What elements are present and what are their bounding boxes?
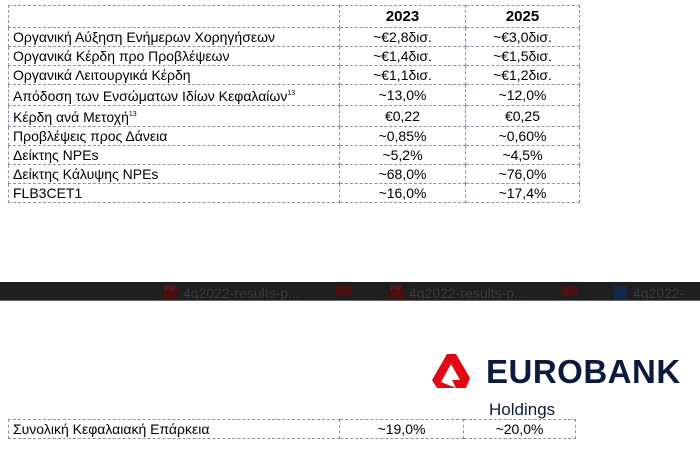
row-label-text: Απόδοση των Ενσώματων Ιδίων Κεφαλαίων (13, 88, 288, 104)
row-label: Οργανικά Λειτουργικά Κέρδη (8, 65, 340, 85)
row-label-text: Δείκτης NPEs (13, 147, 99, 163)
value-2023: ~5,2% (339, 145, 466, 165)
value-2023: ~€1,4δισ. (339, 46, 466, 66)
value-2023: ~13,0% (339, 84, 466, 106)
row-label: Δείκτης NPEs (8, 145, 340, 165)
row-label-text: Οργανικά Κέρδη προ Προβλέψεων (13, 48, 230, 64)
word-icon (614, 286, 627, 300)
value-2025: ~20,0% (463, 419, 576, 439)
taskbar-label: 4q2022-results-p... (409, 285, 526, 301)
value-2025: ~17,4% (465, 183, 580, 203)
value-2025: ~€1,5δισ. (465, 46, 580, 66)
row-label-text: Προβλέψεις προς Δάνεια (13, 128, 168, 144)
row-label: Συνολική Κεφαλαιακή Επάρκεια (8, 419, 340, 439)
footnote-ref: 13 (287, 90, 296, 97)
value-2025: ~€3,0δισ. (465, 27, 580, 47)
eurobank-logo-icon (432, 354, 470, 388)
pdf-icon: PDF (164, 286, 177, 300)
row-label: Οργανική Αύξηση Ενήμερων Χορηγήσεων (8, 27, 340, 47)
row-label: Απόδοση των Ενσώματων Ιδίων Κεφαλαίων13 (8, 84, 340, 106)
footnote-ref: 13 (128, 111, 137, 118)
table-row: Οργανικά Λειτουργικά Κέρδη ~€1,1δισ. ~€1… (8, 65, 580, 85)
capital-adequacy-table: Συνολική Κεφαλαιακή Επάρκεια ~19,0% ~20,… (8, 419, 576, 439)
value-2023: €0,22 (339, 105, 466, 127)
table-row: Δείκτης NPEs ~5,2% ~4,5% (8, 145, 580, 165)
brand-subtitle: Holdings (489, 400, 556, 419)
pdf-icon: PDF (390, 286, 403, 300)
header-2023: 2023 (339, 5, 466, 28)
row-label: Δείκτης Κάλυψης NPEs (8, 164, 340, 184)
value-2023: ~19,0% (339, 419, 464, 439)
table-row: Οργανική Αύξηση Ενήμερων Χορηγήσεων ~€2,… (8, 27, 580, 47)
table-row: FLB3CET1 ~16,0% ~17,4% (8, 183, 580, 203)
row-label: Κέρδη ανά Μετοχή13 (8, 105, 340, 127)
value-2025: €0,25 (465, 105, 580, 127)
table-row: Οργανικά Κέρδη προ Προβλέψεων ~€1,4δισ. … (8, 46, 580, 66)
value-2023: ~68,0% (339, 164, 466, 184)
table-row: Κέρδη ανά Μετοχή13 €0,22 €0,25 (8, 105, 580, 127)
row-label: Προβλέψεις προς Δάνεια (8, 126, 340, 146)
table-row: Απόδοση των Ενσώματων Ιδίων Κεφαλαίων13 … (8, 84, 580, 106)
taskbar-label: 4q2022-results-p... (183, 285, 300, 301)
pdf-icon (562, 286, 578, 296)
eurobank-logo: EUROBANK (432, 353, 681, 391)
table-row: Προβλέψεις προς Δάνεια ~0,85% ~0,60% (8, 126, 580, 146)
value-2025: ~4,5% (465, 145, 580, 165)
taskbar-label: 4q2022- (633, 285, 685, 301)
value-2025: ~0,60% (465, 126, 580, 146)
header-label (8, 5, 340, 28)
value-2025: ~12,0% (465, 84, 580, 106)
table-row: Δείκτης Κάλυψης NPEs ~68,0% ~76,0% (8, 164, 580, 184)
table-row: Συνολική Κεφαλαιακή Επάρκεια ~19,0% ~20,… (8, 419, 576, 439)
kpi-table: 2023 2025 Οργανική Αύξηση Ενήμερων Χορηγ… (8, 5, 580, 203)
taskbar-item[interactable]: PDF 4q2022-results-p... (164, 285, 300, 301)
value-2023: ~€1,1δισ. (339, 65, 466, 85)
table-header-row: 2023 2025 (8, 5, 580, 28)
brand-name: EUROBANK (486, 353, 681, 390)
value-2023: ~€2,8δισ. (339, 27, 466, 47)
row-label-text: Δείκτης Κάλυψης NPEs (13, 166, 159, 182)
taskbar-item[interactable]: PDF 4q2022-results-p... (390, 285, 526, 301)
row-label: Οργανικά Κέρδη προ Προβλέψεων (8, 46, 340, 66)
value-2025: ~76,0% (465, 164, 580, 184)
taskbar-item[interactable]: 4q2022- (614, 285, 685, 301)
row-label: FLB3CET1 (8, 183, 340, 203)
value-2023: ~0,85% (339, 126, 466, 146)
pdf-icon (336, 286, 352, 296)
value-2023: ~16,0% (339, 183, 466, 203)
header-2025: 2025 (465, 5, 580, 28)
row-label-text: Οργανικά Λειτουργικά Κέρδη (13, 67, 191, 83)
row-label-text: Οργανική Αύξηση Ενήμερων Χορηγήσεων (13, 29, 276, 45)
row-label-text: FLB3CET1 (13, 185, 83, 201)
taskbar: PDF 4q2022-results-p... PDF 4q2022-results… (0, 282, 700, 301)
row-label-text: Κέρδη ανά Μετοχή (13, 109, 129, 125)
value-2025: ~€1,2δισ. (465, 65, 580, 85)
